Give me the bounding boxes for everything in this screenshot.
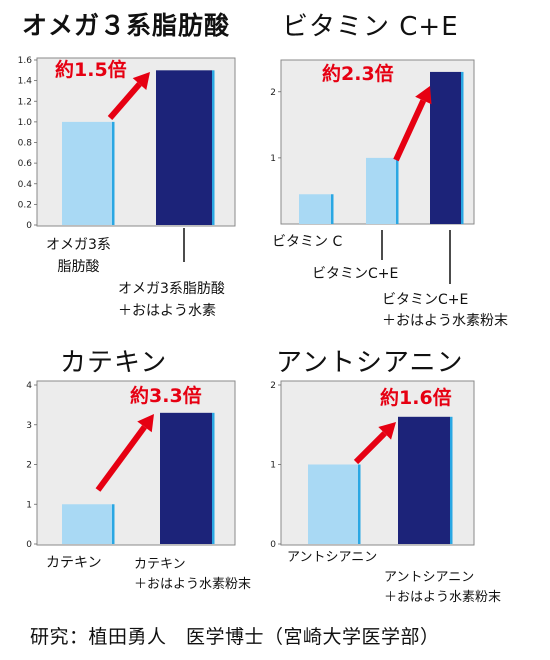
bar-label-vitce: ビタミンC+E	[312, 266, 398, 283]
bar-label-line: ビタミンC+E	[312, 266, 399, 282]
y-tick-label: 0	[270, 540, 276, 550]
bar-label-line: オメガ3系	[46, 237, 111, 253]
y-tick-label: 2	[270, 88, 276, 98]
chart-title-anthocyanin: アントシアニン	[276, 348, 464, 378]
chart-title-omega3: オメガ３系脂肪酸	[22, 11, 231, 40]
bar-baseline	[299, 194, 331, 224]
bar-label-line: ビタミン C	[272, 234, 343, 250]
y-tick-label: 1	[270, 461, 276, 471]
ratio-arrow-head	[415, 86, 432, 105]
bar-product	[156, 70, 212, 225]
y-tick-label: 4	[26, 381, 32, 391]
ratio-annotation: 約3.3倍	[130, 384, 202, 407]
ratio-annotation: 約2.3倍	[322, 62, 394, 85]
y-tick-label: 2	[270, 381, 276, 391]
bar-label-catechin-base: カテキン	[46, 555, 102, 572]
bar-edge	[461, 71, 464, 224]
bar-baseline	[366, 157, 396, 224]
bar-product	[398, 416, 450, 544]
bar-label-line: ＋おはよう水素粉末	[134, 577, 252, 592]
bar-label-omega3-product: オメガ3系脂肪酸 ＋おはよう水素	[118, 278, 225, 322]
bar-label-line: ＋おはよう水素粉末	[382, 313, 508, 329]
bar-edge	[212, 70, 215, 225]
bar-label-line: カテキン	[46, 555, 102, 571]
y-tick-label: 1	[26, 500, 32, 510]
chart-title-vitamin: ビタミン C+E	[282, 12, 459, 42]
bar-edge	[396, 157, 399, 224]
bar-product	[430, 71, 461, 224]
y-tick-label: 1	[270, 154, 276, 164]
ratio-arrow-head	[132, 72, 150, 90]
bar-edge	[358, 464, 361, 544]
y-tick-label: 1.6	[18, 56, 33, 66]
bar-label-line: ＋おはよう水素	[118, 303, 216, 319]
bar-baseline	[62, 121, 112, 225]
bar-edge	[112, 121, 115, 225]
bar-edge	[212, 412, 215, 544]
bar-edge	[331, 194, 334, 224]
bar-label-line: オメガ3系脂肪酸	[118, 281, 225, 297]
y-tick-label: 3	[26, 421, 32, 431]
y-tick-label: 0	[26, 221, 32, 231]
y-tick-label: 2	[26, 461, 32, 471]
y-tick-label: 0.8	[18, 139, 33, 149]
ratio-arrow-head	[137, 414, 154, 433]
y-tick-label: 0.4	[18, 180, 33, 190]
ratio-arrow-head	[378, 422, 396, 440]
y-tick-label: 1.2	[18, 97, 32, 107]
bar-label-catechin-product: カテキン ＋おはよう水素粉末	[134, 555, 251, 595]
ratio-annotation: 約1.5倍	[55, 58, 127, 81]
bar-product	[160, 412, 212, 544]
bar-label-line: アントシアニン	[384, 570, 475, 585]
ratio-arrow-shaft	[107, 82, 142, 120]
y-tick-label: 1.0	[18, 118, 33, 128]
ratio-annotation: 約1.6倍	[380, 386, 452, 409]
bar-label-line: アントシアニン	[287, 550, 378, 565]
y-tick-label: 0	[26, 540, 32, 550]
bar-edge	[450, 416, 453, 544]
bar-baseline	[62, 504, 112, 544]
research-credit: 研究：植田勇人 医学博士（宮崎大学医学部）	[30, 626, 440, 648]
bar-label-line: ＋おはよう水素粉末	[384, 590, 502, 605]
chart-title-catechin: カテキン	[60, 348, 168, 378]
bar-label-omega3-base: オメガ3系 脂肪酸	[46, 234, 111, 278]
bar-label-anthocyanin-product: アントシアニン ＋おはよう水素粉末	[384, 568, 501, 608]
bar-edge	[112, 504, 115, 544]
ratio-arrow-shaft	[95, 425, 147, 492]
bar-label-line: ビタミンC+E	[382, 292, 469, 308]
bar-label-line: カテキン	[134, 557, 186, 572]
y-tick-label: 1.4	[18, 77, 33, 87]
ratio-arrow-shaft	[393, 99, 427, 162]
y-tick-label: 0.2	[18, 200, 32, 210]
y-tick-label: 0.6	[18, 159, 33, 169]
bar-label-vitce-product: ビタミンC+E ＋おはよう水素粉末	[382, 290, 508, 332]
bar-baseline	[308, 464, 358, 544]
bar-label-vitc: ビタミン C	[272, 234, 342, 251]
bar-label-line: 脂肪酸	[57, 259, 100, 275]
ratio-arrow-shaft	[353, 431, 387, 465]
bar-label-anthocyanin-base: アントシアニン	[287, 549, 377, 566]
